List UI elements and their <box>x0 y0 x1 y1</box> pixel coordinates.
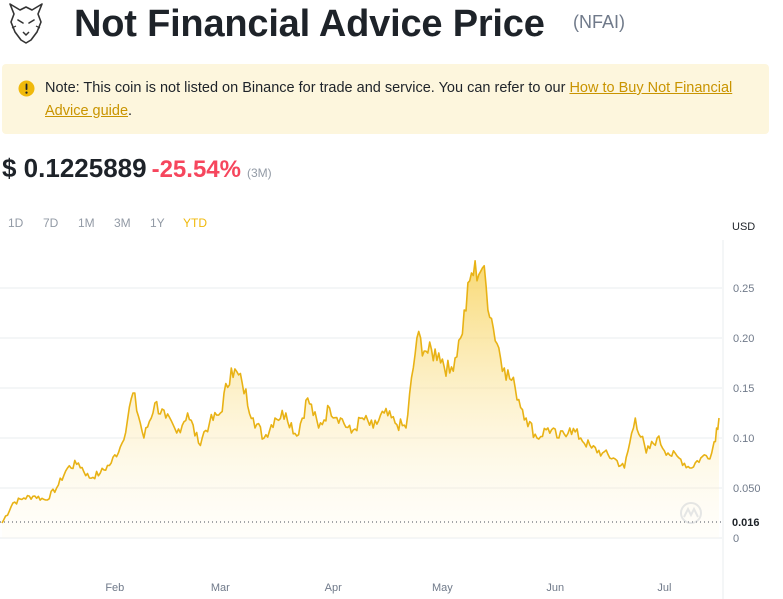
range-1y-button[interactable]: 1Y <box>150 216 165 230</box>
info-circle-icon <box>18 80 35 97</box>
change-period: (3M) <box>246 166 272 180</box>
wolf-head-logo <box>6 2 46 46</box>
notice-text: Note: This coin is not listed on Binance… <box>45 77 760 123</box>
current-price: $ 0.1225889 <box>2 153 147 183</box>
y-tick-label: 0.20 <box>733 333 754 345</box>
price-change: -25.54% <box>151 156 241 183</box>
x-tick-label: Mar <box>211 582 230 594</box>
how-to-buy-link[interactable]: How to Buy Not Financial Advice guide <box>45 80 733 119</box>
page-header: Not Financial Advice Price (NFAI) <box>0 0 783 52</box>
range-1m-button[interactable]: 1M <box>78 216 95 230</box>
y-tick-label: 0.25 <box>733 283 754 295</box>
range-7d-button[interactable]: 7D <box>43 216 59 230</box>
current-price-tag <box>724 513 772 531</box>
currency-label: USD <box>732 221 756 233</box>
range-1d-button[interactable]: 1D <box>8 216 24 230</box>
y-tick-label: 0.050 <box>733 483 761 495</box>
notice-suffix: . <box>128 103 133 119</box>
price-summary: $ 0.1225889 -25.54% (3M) <box>2 153 272 187</box>
notice-message: Note: This coin is not listed on Binance… <box>45 80 570 96</box>
range-ytd-button[interactable]: YTD <box>183 216 207 230</box>
y-tick-label: 0.10 <box>733 433 754 445</box>
x-tick-label: Jun <box>546 582 564 594</box>
range-3m-button[interactable]: 3M <box>114 216 131 230</box>
watermark-mark <box>683 506 699 518</box>
y-tick-label: 0.15 <box>733 383 754 395</box>
watermark-circle <box>680 502 702 524</box>
price-area <box>2 260 719 538</box>
x-tick-label: Jul <box>657 582 671 594</box>
coin-symbol: (NFAI) <box>573 12 625 32</box>
price-line <box>1 260 720 524</box>
x-tick-label: Apr <box>325 582 342 594</box>
page-title: Not Financial Advice Price <box>74 3 545 45</box>
y-tick-label: 0 <box>733 533 739 545</box>
watermark-logo <box>680 502 702 524</box>
x-tick-label: May <box>432 582 453 594</box>
current-price-label: 0.016 <box>732 517 760 529</box>
notice-banner: Note: This coin is not listed on Binance… <box>2 64 769 134</box>
price-chart[interactable]: 0.25 0.20 0.15 0.10 0.050 0 0.016 Feb Mar Apr May J… <box>0 240 783 599</box>
x-tick-label: Feb <box>105 582 124 594</box>
